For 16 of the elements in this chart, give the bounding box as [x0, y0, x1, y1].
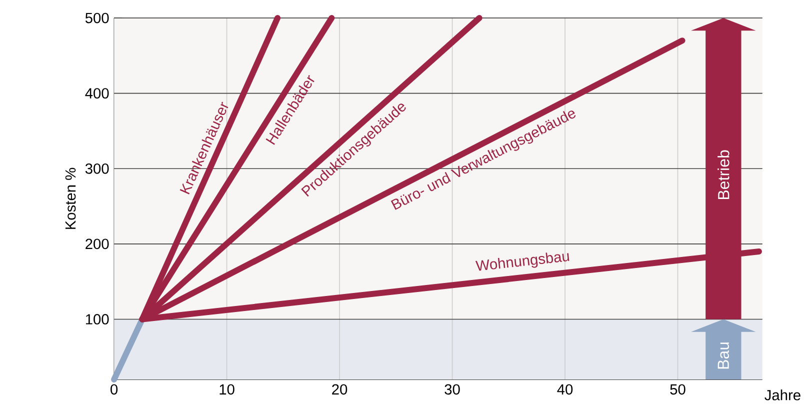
band-label: Bau — [718, 342, 729, 369]
y-tick-label: 300 — [85, 164, 109, 174]
y-axis-title: Kosten % — [65, 168, 76, 230]
y-tick-label: 200 — [86, 239, 109, 250]
text: Wohnungsbau — [475, 252, 570, 271]
x-tick-label: 40 — [557, 384, 573, 395]
band-label: Betrieb — [718, 150, 730, 200]
x-tick-label: 50 — [670, 384, 686, 395]
x-tick-label: 20 — [332, 384, 348, 395]
x-axis-title: Jahre — [764, 390, 800, 401]
y-tick-label: 400 — [85, 88, 109, 99]
x-tick-label: 10 — [220, 384, 234, 395]
x-tick-label: 30 — [444, 384, 460, 395]
y-tick-label: 100 — [86, 314, 109, 325]
x-tick-label: 0 — [110, 384, 118, 395]
y-tick-label: 500 — [85, 13, 109, 24]
